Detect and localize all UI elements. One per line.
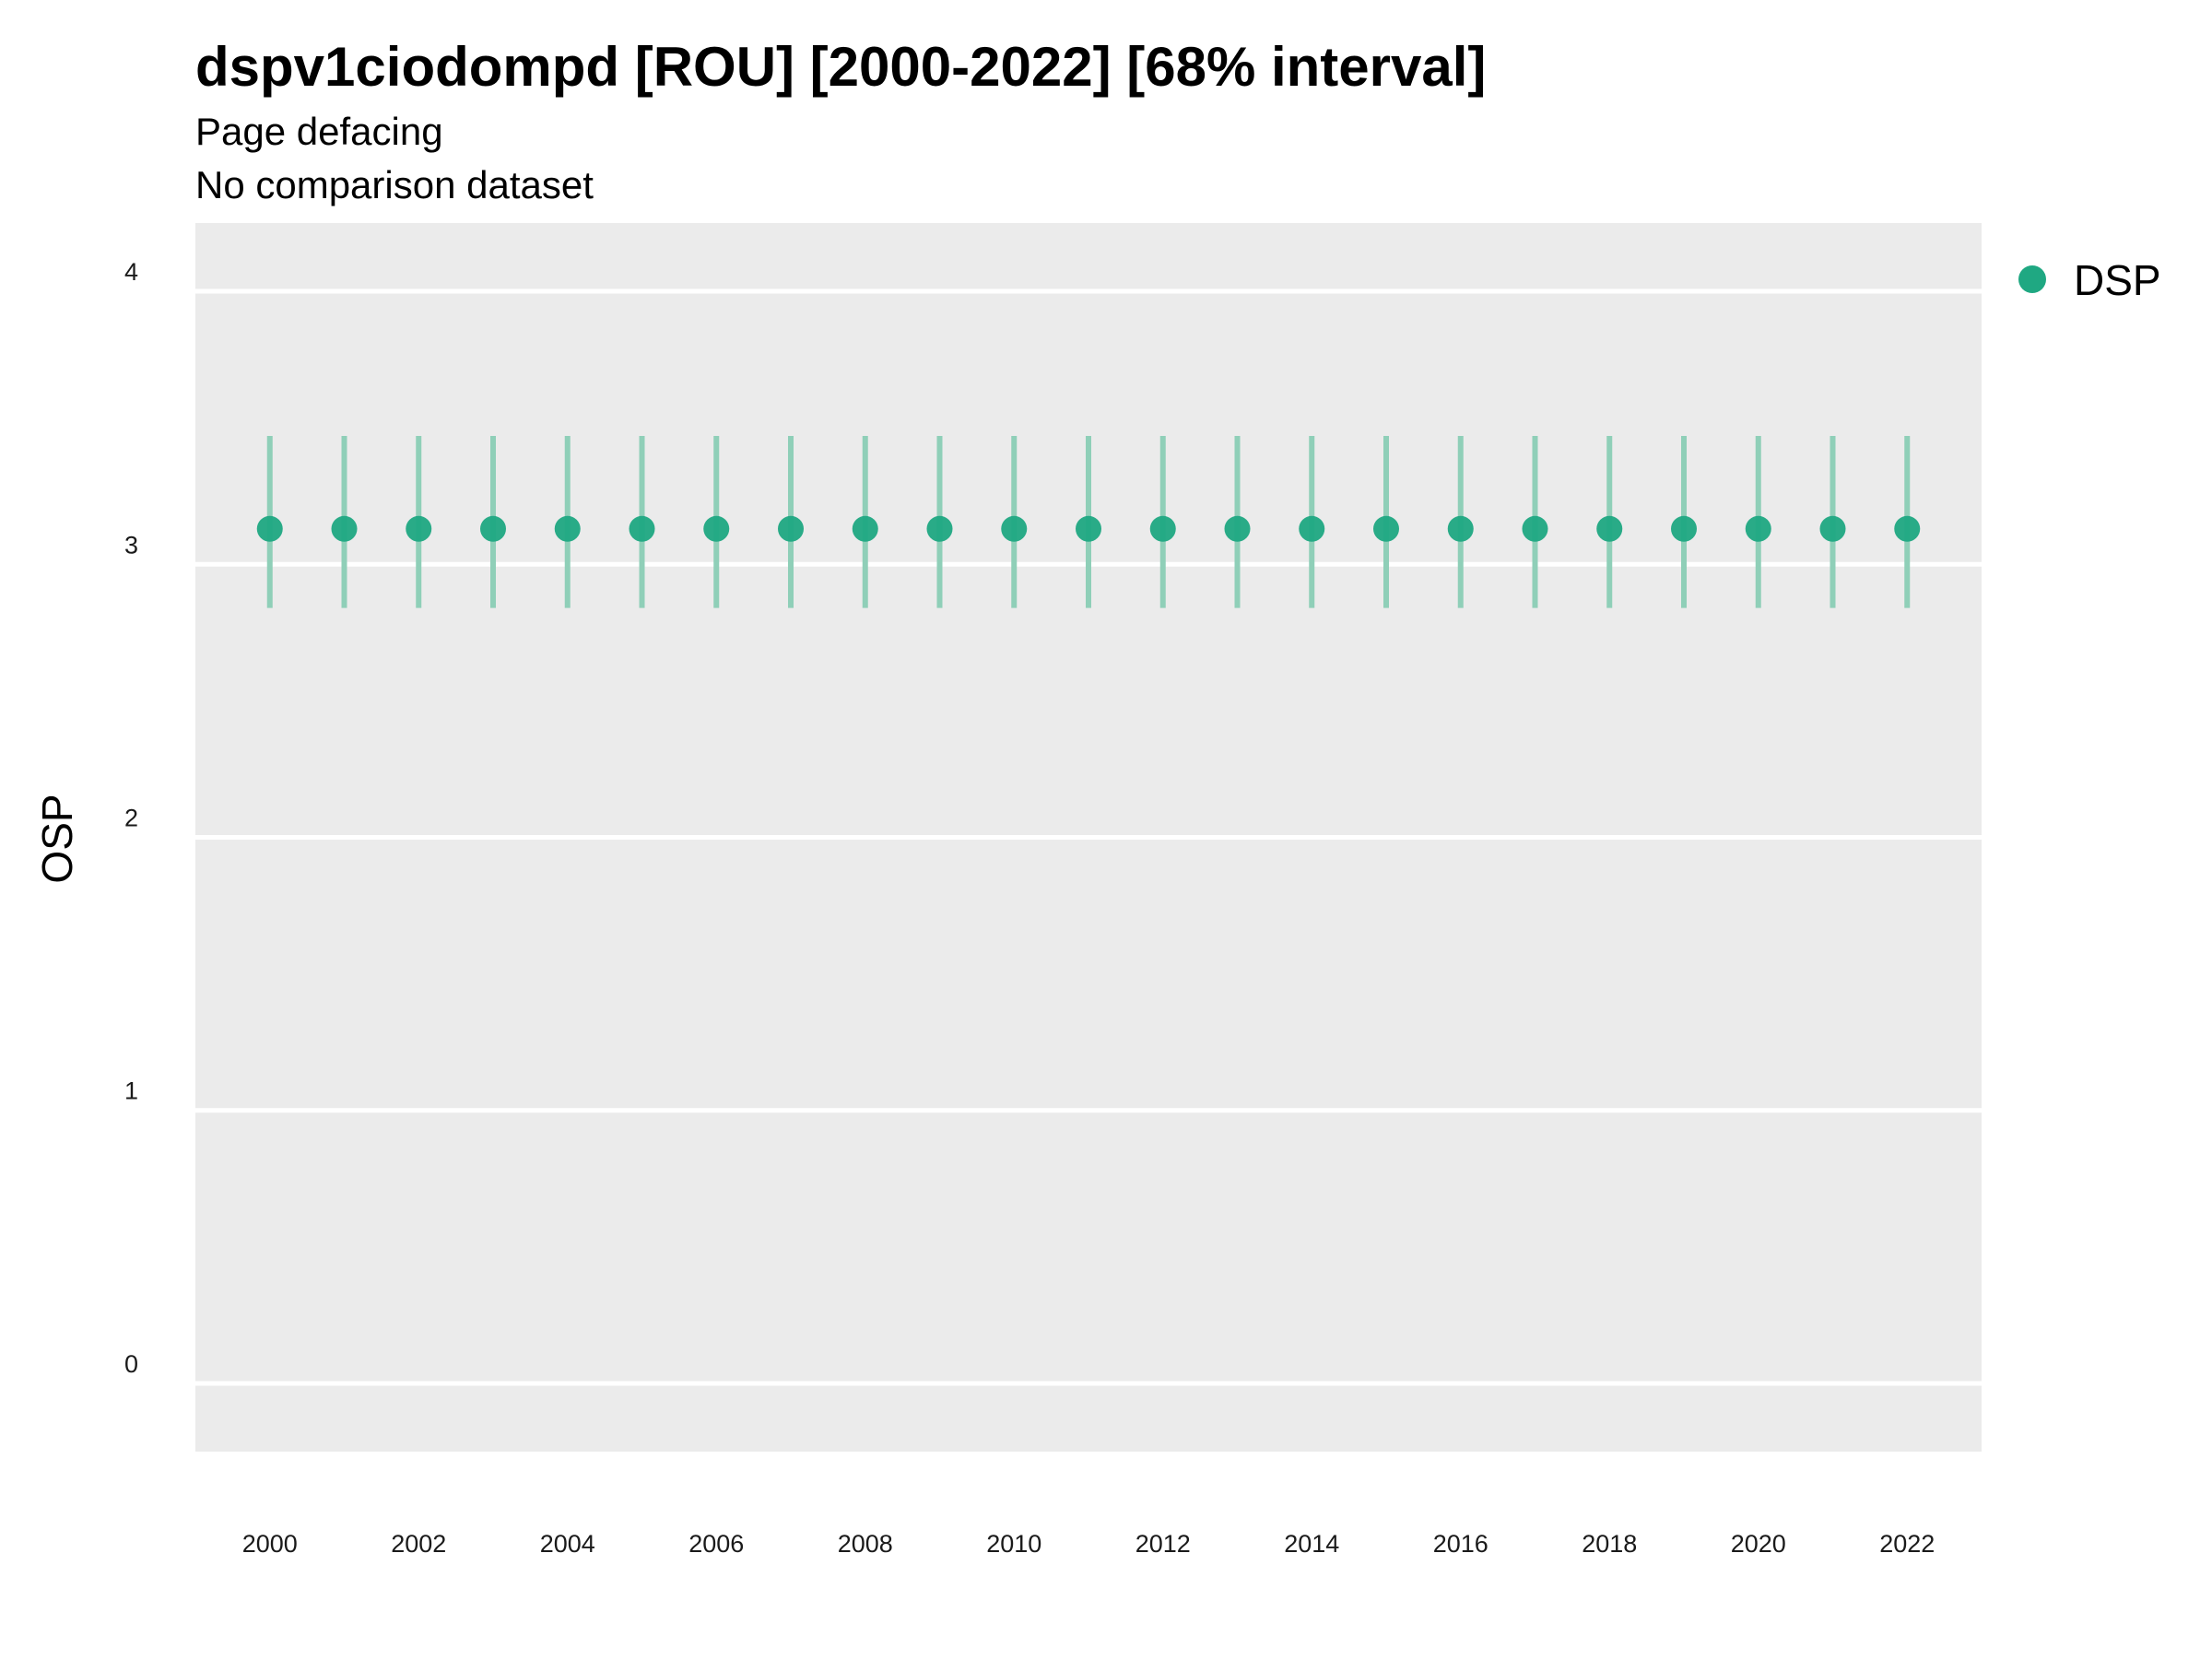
x-tick-label: 2014 [1284, 1530, 1339, 1558]
y-axis-ticks: 0 1 2 3 4 [124, 258, 138, 1378]
y-tick-label: 0 [124, 1350, 138, 1378]
data-points [256, 515, 1921, 542]
x-axis-ticks: 2000 2002 2004 2006 2008 2010 2012 2014 2016 2018… [242, 1530, 1936, 1558]
y-tick-label: 1 [124, 1077, 138, 1105]
data-point [926, 515, 953, 542]
data-point [1894, 515, 1921, 542]
chart-subtitle-1: Page defacing [195, 110, 443, 153]
data-point [1596, 515, 1623, 542]
x-tick-label: 2004 [540, 1530, 595, 1558]
data-point [554, 515, 581, 542]
x-tick-label: 2022 [1879, 1530, 1935, 1558]
data-point [406, 515, 432, 542]
legend-key-dsp [2018, 265, 2046, 293]
data-point [1447, 515, 1474, 542]
x-tick-label: 2018 [1582, 1530, 1637, 1558]
y-tick-label: 3 [124, 531, 138, 559]
data-point [1299, 515, 1325, 542]
x-tick-label: 2000 [242, 1530, 298, 1558]
legend: DSP [2018, 256, 2161, 304]
data-point [629, 515, 655, 542]
data-point [703, 515, 730, 542]
x-tick-label: 2016 [1433, 1530, 1488, 1558]
data-point [1149, 515, 1176, 542]
data-point [256, 515, 283, 542]
x-tick-label: 2006 [688, 1530, 744, 1558]
data-point [1522, 515, 1548, 542]
data-point [778, 515, 804, 542]
x-tick-label: 2020 [1731, 1530, 1786, 1558]
y-tick-label: 2 [124, 805, 138, 832]
data-point [1745, 515, 1771, 542]
data-point [480, 515, 506, 542]
y-axis-label: OSP [33, 794, 81, 883]
data-point [852, 515, 878, 542]
data-point [1671, 515, 1697, 542]
data-point [1224, 515, 1251, 542]
data-point [1001, 515, 1028, 542]
legend-label-dsp: DSP [2074, 256, 2161, 304]
x-tick-label: 2008 [838, 1530, 893, 1558]
chart-title: dspv1ciodompd [ROU] [2000-2022] [68% int… [195, 36, 1486, 98]
y-tick-label: 4 [124, 258, 138, 286]
x-tick-label: 2010 [986, 1530, 1041, 1558]
data-point [1076, 515, 1101, 542]
chart-subtitle-2: No comparison dataset [195, 163, 594, 206]
x-tick-label: 2012 [1135, 1530, 1191, 1558]
data-point [1373, 515, 1399, 542]
data-point [1819, 515, 1846, 542]
data-point [331, 515, 358, 542]
x-tick-label: 2002 [391, 1530, 446, 1558]
